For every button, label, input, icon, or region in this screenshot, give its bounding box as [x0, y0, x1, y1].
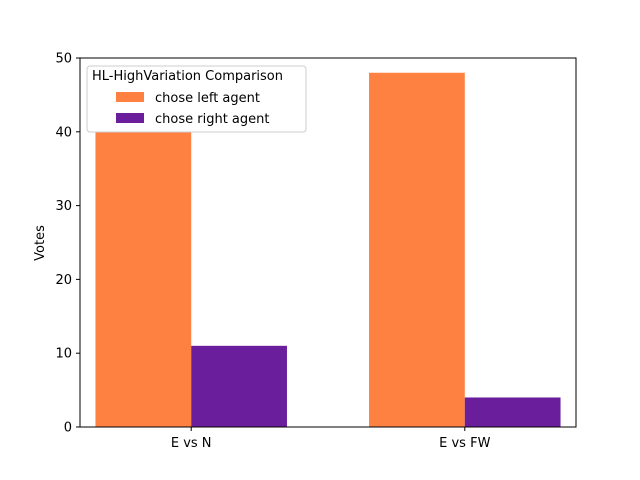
- legend-label-left: chose left agent: [155, 91, 260, 106]
- legend-label-right: chose right agent: [155, 112, 269, 127]
- y-axis-label: Votes: [33, 225, 48, 261]
- y-tick-label: 0: [64, 421, 72, 436]
- bar-right-0: [191, 345, 287, 427]
- legend: HL-HighVariation Comparison chose left a…: [86, 65, 307, 133]
- bar-left-1: [369, 72, 465, 427]
- y-tick-label: 10: [55, 347, 72, 362]
- y-tick-label: 20: [55, 273, 72, 288]
- plot-frame: [79, 57, 577, 428]
- y-tick-label: 40: [55, 125, 72, 140]
- bar-right-1: [464, 397, 561, 427]
- legend-swatch-left: [116, 92, 144, 102]
- y-tick-label: 30: [55, 199, 72, 214]
- bar-left-0: [95, 131, 192, 428]
- legend-swatch-right: [116, 113, 144, 123]
- axes-group: 0 10 20 30 40 50 E vs N E vs FW: [55, 52, 577, 451]
- legend-title: HL-HighVariation Comparison: [92, 69, 283, 84]
- x-tick-label: E vs FW: [439, 436, 490, 451]
- y-tick-label: 50: [55, 52, 72, 67]
- x-tick-label: E vs N: [171, 436, 212, 451]
- bars-group: [95, 72, 561, 428]
